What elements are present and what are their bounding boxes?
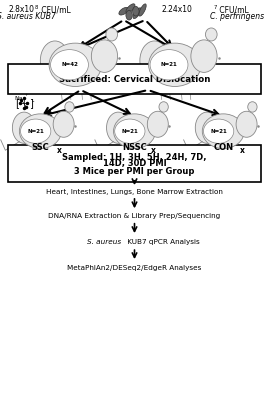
Ellipse shape bbox=[203, 119, 234, 143]
Ellipse shape bbox=[147, 111, 168, 137]
Text: -: - bbox=[31, 98, 34, 104]
Ellipse shape bbox=[119, 7, 129, 15]
Text: +: + bbox=[24, 93, 28, 97]
Text: N=42: N=42 bbox=[61, 62, 78, 67]
Ellipse shape bbox=[202, 114, 244, 148]
Ellipse shape bbox=[107, 112, 130, 143]
Text: N=21: N=21 bbox=[161, 62, 177, 67]
Text: ]: ] bbox=[29, 98, 33, 108]
Ellipse shape bbox=[40, 41, 69, 80]
Text: NSSC: NSSC bbox=[122, 143, 147, 152]
Text: MetaPhlAn2/DESeq2/EdgeR Analyses: MetaPhlAn2/DESeq2/EdgeR Analyses bbox=[67, 265, 202, 271]
Text: N=21: N=21 bbox=[210, 129, 227, 134]
Text: Na: Na bbox=[15, 96, 23, 100]
Text: DNA/RNA Extraction & Library Prep/Sequencing: DNA/RNA Extraction & Library Prep/Sequen… bbox=[48, 213, 221, 219]
Ellipse shape bbox=[159, 102, 168, 112]
Ellipse shape bbox=[12, 112, 36, 143]
Ellipse shape bbox=[49, 43, 102, 86]
Text: CFU/mL: CFU/mL bbox=[217, 6, 249, 14]
Ellipse shape bbox=[248, 102, 257, 112]
Ellipse shape bbox=[236, 111, 257, 137]
Ellipse shape bbox=[139, 4, 146, 16]
Ellipse shape bbox=[91, 40, 118, 72]
Text: CFU/mL: CFU/mL bbox=[39, 6, 71, 14]
Text: CON: CON bbox=[213, 143, 233, 152]
Text: KUB7 qPCR Analysis: KUB7 qPCR Analysis bbox=[125, 239, 200, 245]
Ellipse shape bbox=[51, 50, 89, 80]
Text: Heart, Intestines, Lungs, Bone Marrow Extraction: Heart, Intestines, Lungs, Bone Marrow Ex… bbox=[46, 189, 223, 195]
Ellipse shape bbox=[140, 41, 169, 80]
Ellipse shape bbox=[106, 28, 118, 41]
Ellipse shape bbox=[191, 40, 217, 72]
Circle shape bbox=[126, 10, 132, 20]
Ellipse shape bbox=[126, 4, 135, 13]
Ellipse shape bbox=[53, 111, 74, 137]
Text: [: [ bbox=[15, 98, 19, 108]
Ellipse shape bbox=[150, 50, 188, 80]
FancyBboxPatch shape bbox=[8, 64, 261, 94]
Ellipse shape bbox=[65, 102, 74, 112]
Text: Sampled: 1H, 3H, 5H, 24H, 7D,: Sampled: 1H, 3H, 5H, 24H, 7D, bbox=[62, 153, 207, 162]
Text: 7: 7 bbox=[214, 5, 217, 10]
Text: Sacrificed: Cervical Dislocation: Sacrificed: Cervical Dislocation bbox=[59, 75, 210, 84]
Text: N=21: N=21 bbox=[122, 129, 138, 134]
FancyBboxPatch shape bbox=[8, 145, 261, 182]
Text: x: x bbox=[239, 146, 244, 155]
Text: 8: 8 bbox=[35, 5, 38, 10]
Text: SSC: SSC bbox=[31, 143, 49, 152]
Circle shape bbox=[133, 6, 139, 16]
Ellipse shape bbox=[19, 114, 61, 148]
Text: 14D, 30D PMI: 14D, 30D PMI bbox=[103, 159, 166, 168]
Ellipse shape bbox=[114, 114, 155, 148]
Text: x: x bbox=[151, 146, 155, 155]
Text: N=21: N=21 bbox=[27, 129, 44, 134]
Text: 2.24x10: 2.24x10 bbox=[161, 6, 192, 14]
Text: S. aureus: S. aureus bbox=[87, 239, 122, 245]
Text: C. perfringens: C. perfringens bbox=[210, 12, 264, 21]
Ellipse shape bbox=[20, 119, 51, 143]
Ellipse shape bbox=[206, 28, 217, 41]
Ellipse shape bbox=[148, 43, 201, 86]
Ellipse shape bbox=[195, 112, 219, 143]
Text: S. aureus KUB7: S. aureus KUB7 bbox=[0, 12, 56, 21]
Ellipse shape bbox=[133, 8, 141, 18]
Text: 2.8x10: 2.8x10 bbox=[9, 6, 35, 14]
Text: 3 Mice per PMI per Group: 3 Mice per PMI per Group bbox=[74, 167, 195, 176]
Text: x: x bbox=[56, 146, 61, 155]
Ellipse shape bbox=[115, 119, 145, 143]
